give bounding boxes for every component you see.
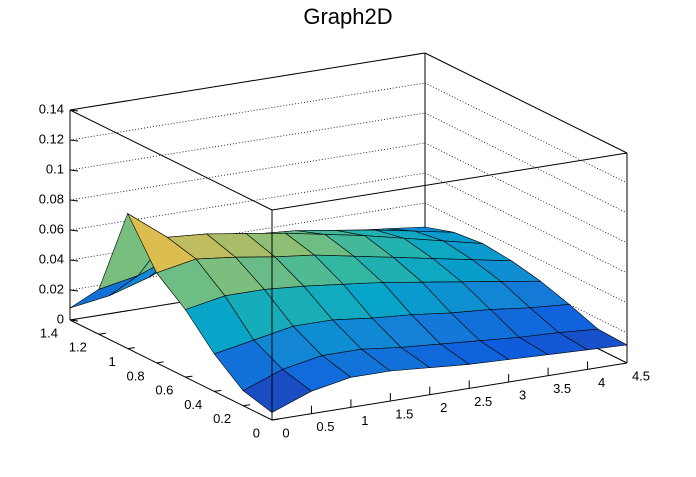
x-tick-label: 1: [361, 413, 368, 428]
y-tick-label: 0: [253, 425, 260, 440]
x-axis: [271, 362, 628, 421]
z-tick: [69, 199, 79, 202]
x-tick-label: 2.5: [474, 394, 492, 409]
z-tick: [69, 259, 79, 262]
x-tick-label: 4: [598, 375, 605, 390]
y-axis: [69, 319, 273, 421]
y-tick: [271, 418, 280, 421]
y-tick-label: 1.4: [40, 325, 58, 340]
y-tick: [214, 389, 222, 392]
y-tick: [185, 375, 193, 378]
z-tick: [69, 109, 79, 112]
box-edge: [69, 52, 426, 111]
y-tick-label: 1.2: [69, 340, 87, 355]
y-tick-label: 0.6: [155, 383, 173, 398]
x-tick-label: 2: [440, 400, 447, 415]
z-tick-label: 0.06: [39, 221, 64, 236]
grid-line: [69, 112, 426, 171]
z-tick: [69, 169, 79, 172]
z-tick-label: 0: [57, 311, 64, 326]
z-tick: [69, 139, 79, 142]
x-tick-label: 0.5: [316, 419, 334, 434]
box-edge: [271, 152, 628, 211]
y-tick-label: 0.4: [184, 397, 202, 412]
y-tick: [156, 361, 164, 364]
z-tick-label: 0.08: [39, 191, 64, 206]
z-tick-label: 0.14: [39, 101, 64, 116]
y-tick: [243, 404, 251, 407]
box-edge: [69, 109, 273, 211]
z-tick-label: 0.04: [39, 251, 64, 266]
z-tick-label: 0.02: [39, 281, 64, 296]
y-tick-label: 0.8: [126, 368, 144, 383]
z-tick: [69, 289, 79, 292]
y-tick: [127, 347, 135, 350]
z-tick-label: 0.12: [39, 131, 64, 146]
surface-cell: [242, 369, 312, 413]
z-tick: [69, 229, 79, 232]
z-tick: [69, 319, 79, 322]
grid-line: [69, 142, 426, 201]
x-tick-label: 3: [519, 387, 526, 402]
chart-title: Graph2D: [303, 4, 392, 29]
x-tick-label: 1.5: [395, 406, 413, 421]
y-tick: [98, 332, 106, 335]
grid-line: [424, 82, 628, 184]
x-tick-label: 4.5: [632, 368, 650, 383]
x-tick-label: 3.5: [553, 381, 571, 396]
x-tick-label: 0: [282, 425, 289, 440]
grid-line: [69, 82, 426, 141]
grid-line: [69, 172, 426, 231]
grid-line: [424, 112, 628, 214]
y-tick-label: 1: [108, 354, 115, 369]
y-tick-label: 0.2: [213, 411, 231, 426]
z-tick-label: 0.1: [46, 161, 64, 176]
box-edge: [424, 52, 628, 154]
